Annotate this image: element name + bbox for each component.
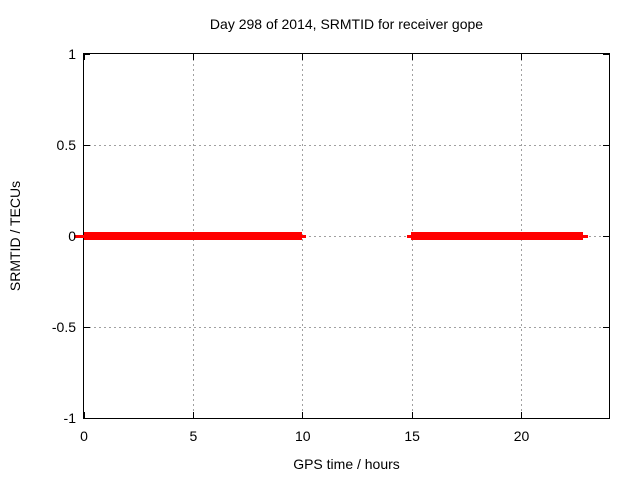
x-tick-mark-bottom xyxy=(302,412,304,418)
chart-title: Day 298 of 2014, SRMTID for receiver gop… xyxy=(209,16,484,32)
x-tick-label: 10 xyxy=(294,428,311,444)
gridline-y--0.5 xyxy=(84,326,609,328)
y-tick-mark-right xyxy=(603,235,609,237)
series-line-segment xyxy=(302,234,307,238)
y-tick-mark-right xyxy=(603,417,609,419)
x-tick-mark-top xyxy=(411,54,413,60)
y-tick-label: -1 xyxy=(63,410,76,426)
series-line-segment xyxy=(583,234,589,238)
x-tick-mark-bottom xyxy=(411,412,413,418)
x-tick-mark-bottom xyxy=(192,412,194,418)
x-tick-label: 0 xyxy=(80,428,88,444)
series-line-segment xyxy=(73,234,84,238)
x-tick-mark-top xyxy=(192,54,194,60)
y-tick-mark-right xyxy=(603,144,609,146)
x-tick-mark-top xyxy=(521,54,522,60)
y-tick-label: 1 xyxy=(68,46,76,62)
y-tick-mark-left xyxy=(84,417,90,419)
y-tick-label: -0.5 xyxy=(51,319,76,335)
x-tick-label: 5 xyxy=(189,428,198,444)
x-tick-mark-bottom xyxy=(521,412,522,418)
series-line-segment xyxy=(84,232,303,240)
x-tick-mark-top xyxy=(83,54,85,60)
y-tick-mark-left xyxy=(84,53,90,55)
gridline-y-0 xyxy=(84,235,609,237)
x-axis-label: GPS time / hours xyxy=(293,456,400,472)
y-tick-mark-right xyxy=(603,326,609,328)
y-tick-label: 0 xyxy=(68,228,76,244)
y-tick-mark-left xyxy=(84,326,90,328)
y-tick-label: 0.5 xyxy=(56,137,76,153)
plot-area xyxy=(73,53,610,419)
y-tick-mark-left xyxy=(84,144,90,146)
series-line-segment xyxy=(407,234,412,238)
gridline-y-0.5 xyxy=(84,144,609,146)
x-tick-label: 20 xyxy=(513,428,530,444)
y-tick-mark-right xyxy=(603,53,609,55)
x-tick-label: 15 xyxy=(404,428,420,444)
x-tick-mark-bottom xyxy=(83,412,85,418)
series-line-segment xyxy=(411,232,584,240)
x-tick-mark-top xyxy=(302,54,304,60)
